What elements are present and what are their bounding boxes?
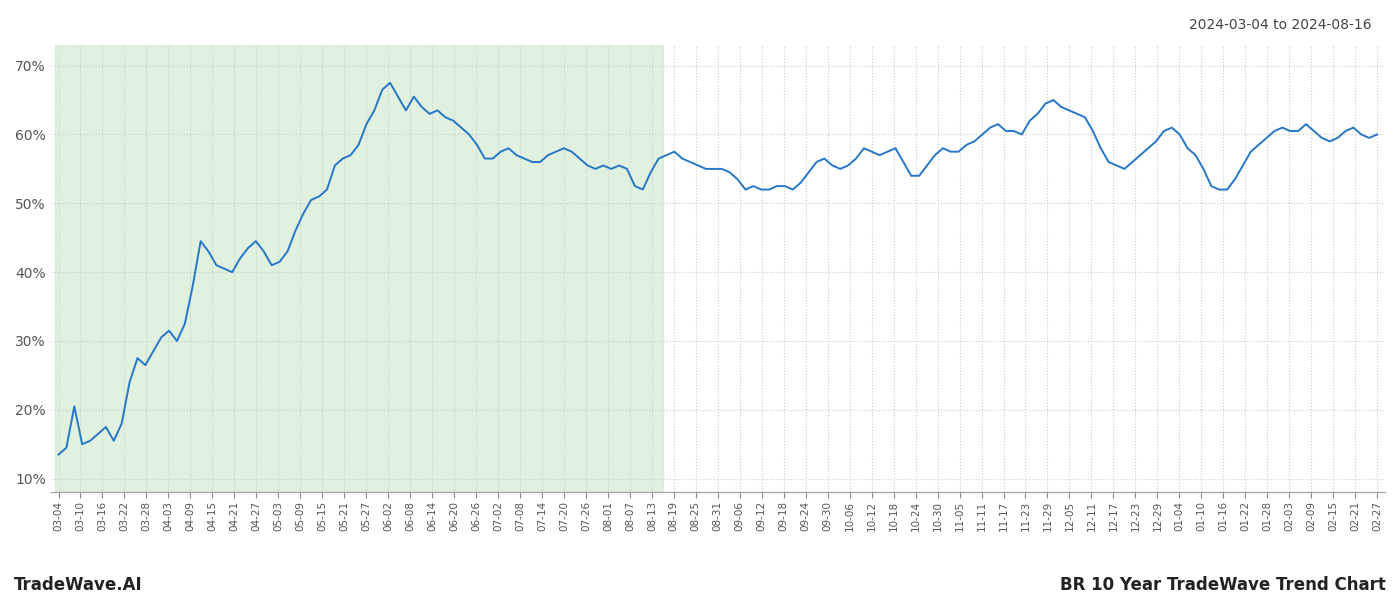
- Text: 2024-03-04 to 2024-08-16: 2024-03-04 to 2024-08-16: [1190, 18, 1372, 32]
- Text: BR 10 Year TradeWave Trend Chart: BR 10 Year TradeWave Trend Chart: [1060, 576, 1386, 594]
- Bar: [55, 45, 662, 493]
- Text: TradeWave.AI: TradeWave.AI: [14, 576, 143, 594]
